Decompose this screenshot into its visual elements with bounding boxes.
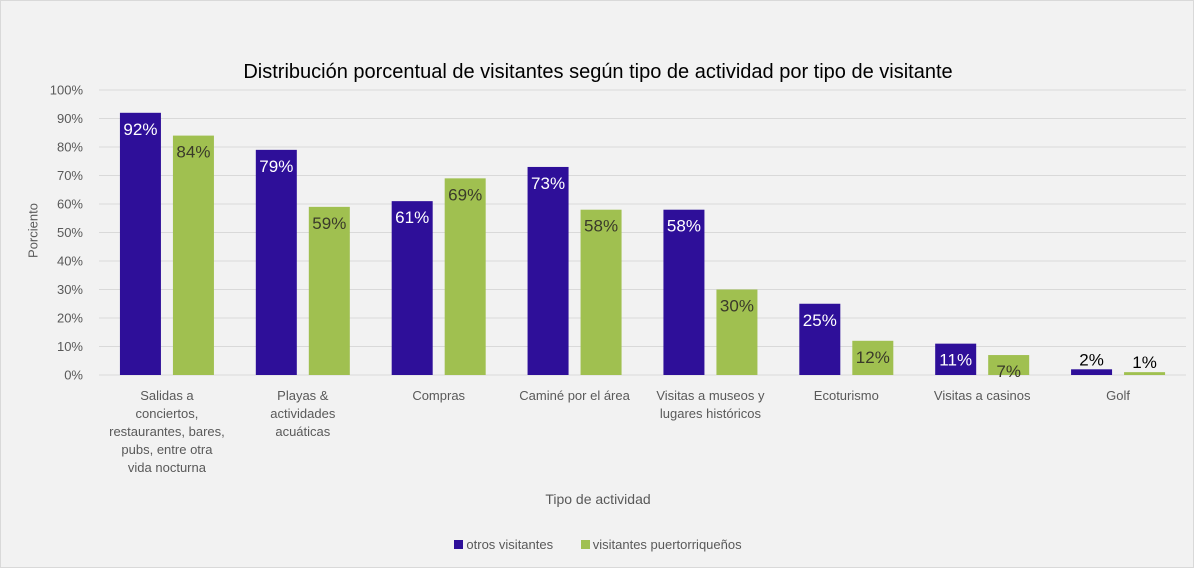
data-label: 69% (448, 185, 482, 204)
bar (308, 206, 350, 375)
x-tick-label: conciertos, (136, 406, 199, 421)
bar (527, 166, 569, 375)
y-tick-label: 90% (57, 111, 83, 126)
bar (799, 303, 841, 375)
bar (1124, 372, 1166, 375)
y-tick-label: 40% (57, 254, 83, 269)
y-axis-label: Porciento (25, 203, 41, 258)
x-tick-label: Visitas a casinos (934, 388, 1031, 403)
x-tick-label: actividades (270, 406, 336, 421)
bar (988, 355, 1030, 375)
data-label: 11% (939, 351, 972, 370)
chart-title: Distribución porcentual de visitantes se… (243, 61, 953, 83)
data-label: 59% (312, 214, 346, 233)
x-tick-label: Visitas a museos y (656, 388, 765, 403)
x-tick-label: vida nocturna (128, 460, 207, 475)
y-tick-label: 30% (57, 282, 83, 297)
x-tick-label: lugares históricos (660, 406, 762, 421)
legend-label: otros visitantes (466, 537, 554, 552)
bar (1071, 369, 1113, 375)
data-label: 92% (123, 120, 157, 139)
bar (935, 343, 977, 375)
x-tick-label: restaurantes, bares, (109, 424, 225, 439)
x-tick-label: pubs, entre otra (121, 442, 213, 457)
legend-swatch (454, 540, 464, 549)
y-tick-label: 80% (57, 140, 83, 155)
legend-swatch (580, 540, 590, 549)
bar (255, 149, 297, 375)
data-label: 84% (176, 143, 210, 162)
x-tick-label: Golf (1106, 388, 1130, 403)
y-tick-label: 100% (50, 83, 84, 98)
x-tick-label: Salidas a (140, 388, 194, 403)
y-tick-label: 70% (57, 168, 83, 183)
bar (852, 340, 894, 375)
x-axis-label: Tipo de actividad (545, 491, 651, 507)
y-tick-label: 50% (57, 225, 83, 240)
data-label: 25% (803, 311, 837, 330)
data-label: 58% (667, 217, 701, 236)
bar (172, 135, 214, 375)
legend-label: visitantes puertorriqueños (592, 537, 742, 552)
x-tick-label: Compras (412, 388, 465, 403)
bar (391, 201, 433, 375)
bar (580, 209, 622, 375)
bar (119, 112, 161, 376)
bar (663, 209, 705, 375)
data-label: 61% (395, 208, 429, 227)
data-label: 73% (531, 174, 565, 193)
y-tick-label: 0% (64, 368, 83, 383)
data-label: 1% (1132, 353, 1157, 372)
data-label: 79% (259, 157, 293, 176)
x-tick-label: acuáticas (275, 424, 330, 439)
x-tick-label: Playas & (277, 388, 329, 403)
legend-item-otros: otros visitantes (454, 537, 553, 552)
y-tick-label: 10% (57, 339, 83, 354)
bar (716, 289, 758, 375)
data-label: 58% (584, 217, 618, 236)
y-tick-label: 60% (57, 197, 83, 212)
y-tick-label: 20% (57, 311, 83, 326)
data-label: 30% (720, 297, 754, 316)
x-tick-label: Caminé por el área (519, 388, 630, 403)
legend: otros visitantes visitantes puertorrique… (1, 537, 1194, 552)
data-label: 7% (996, 362, 1021, 381)
bar (444, 178, 486, 375)
legend-item-puertorriquenos: visitantes puertorriqueños (580, 537, 742, 552)
x-tick-label: Ecoturismo (814, 388, 879, 403)
data-label: 12% (856, 348, 890, 367)
data-label: 2% (1079, 350, 1104, 369)
